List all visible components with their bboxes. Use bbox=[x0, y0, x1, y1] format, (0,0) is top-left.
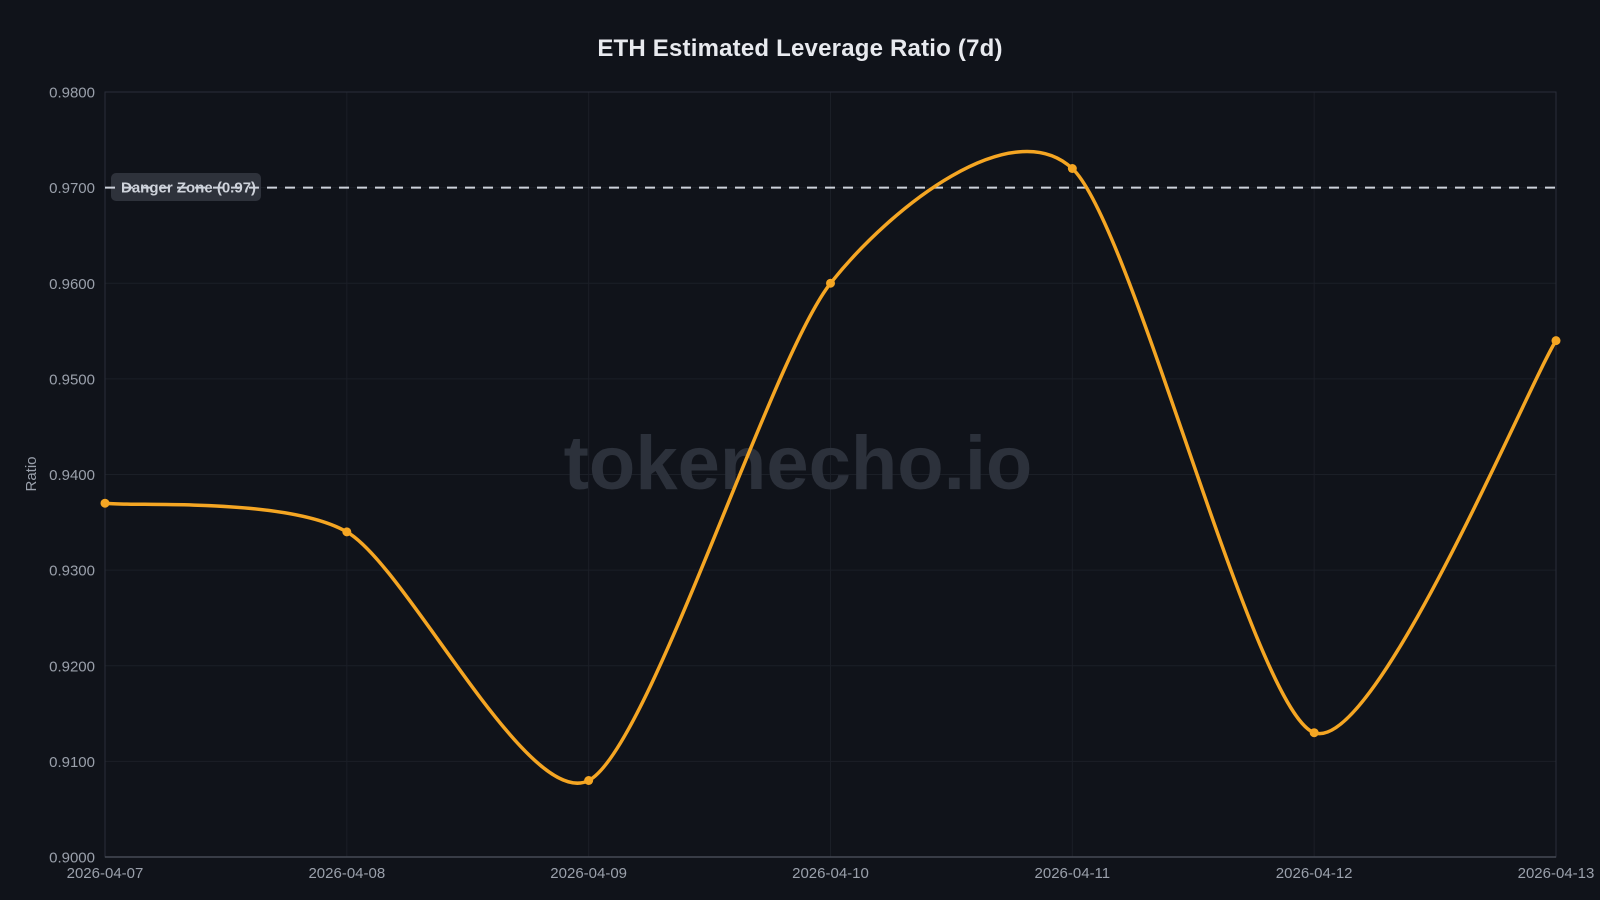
y-tick-label: 0.9000 bbox=[49, 850, 95, 867]
data-point[interactable] bbox=[1551, 336, 1561, 346]
data-points bbox=[100, 164, 1561, 785]
data-point[interactable] bbox=[584, 776, 594, 785]
x-tick-label: 2026-04-07 bbox=[67, 865, 144, 882]
y-tick-label: 0.9100 bbox=[49, 754, 95, 771]
y-tick-label: 0.9700 bbox=[49, 180, 95, 197]
x-tick-label: 2026-04-09 bbox=[550, 865, 627, 882]
x-tick-label: 2026-04-11 bbox=[1035, 865, 1111, 882]
y-tick-label: 0.9500 bbox=[49, 371, 95, 388]
x-tick-label: 2026-04-08 bbox=[308, 865, 385, 882]
data-point[interactable] bbox=[1309, 728, 1319, 738]
danger-zone-label-text: Danger Zone (0.97) bbox=[121, 180, 256, 197]
data-point[interactable] bbox=[100, 498, 110, 508]
y-tick-label: 0.9400 bbox=[49, 467, 95, 484]
y-tick-label: 0.9300 bbox=[49, 563, 95, 580]
data-point[interactable] bbox=[342, 527, 352, 537]
y-axis-title: Ratio bbox=[23, 456, 40, 491]
watermark: tokenecho.io bbox=[564, 421, 1033, 506]
data-point[interactable] bbox=[1067, 164, 1077, 173]
y-axis-ticks: 0.9800 0.9700 0.9600 0.9500 0.9400 0.9300 0.92… bbox=[49, 85, 95, 867]
x-tick-label: 2026-04-13 bbox=[1518, 865, 1595, 882]
x-tick-label: 2026-04-12 bbox=[1276, 865, 1353, 882]
data-point[interactable] bbox=[826, 278, 835, 288]
x-tick-label: 2026-04-10 bbox=[792, 865, 869, 882]
y-tick-label: 0.9800 bbox=[49, 85, 95, 102]
y-tick-label: 0.9600 bbox=[49, 276, 95, 293]
y-tick-label: 0.9200 bbox=[49, 658, 95, 675]
x-axis-ticks: 2026-04-07 2026-04-08 2026-04-09 2026-04-10… bbox=[67, 865, 1595, 882]
chart-title: ETH Estimated Leverage Ratio (7d) bbox=[597, 35, 1003, 62]
